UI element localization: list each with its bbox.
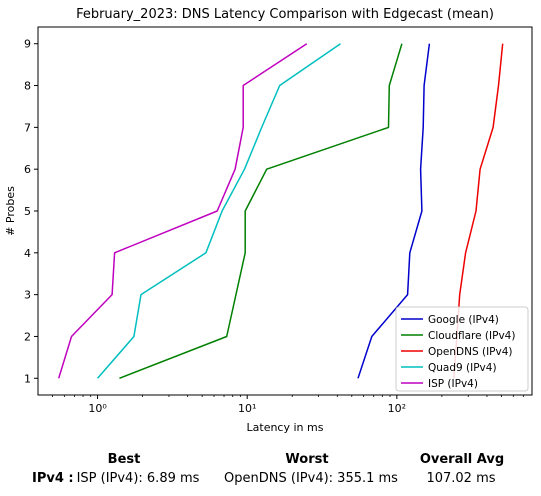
legend-label-4: ISP (IPv4) [428,378,478,390]
summary-worst-value: OpenDNS (IPv4): 355.1 ms [224,471,398,486]
latency-chart: February_2023: DNS Latency Comparison wi… [4,7,533,434]
y-tick-label: 1 [24,372,31,385]
summary-row-label-ipv4: IPv4 : [32,471,74,486]
legend-label-1: Cloudflare (IPv4) [428,330,515,342]
x-tick-label: 10⁰ [88,402,107,415]
summary-best-value: ISP (IPv4): 6.89 ms [76,471,200,486]
y-tick-label: 9 [24,38,31,51]
legend-label-2: OpenDNS (IPv4) [428,346,513,358]
chart-svg: February_2023: DNS Latency Comparison wi… [4,7,533,434]
chart-title: February_2023: DNS Latency Comparison wi… [76,7,494,22]
series-line-3 [97,43,341,379]
series-line-4 [57,43,308,379]
summary-header-worst: Worst [285,452,329,467]
legend-label-0: Google (IPv4) [428,314,499,326]
y-axis-label: # Probes [4,186,17,236]
series-line-1 [119,43,403,379]
y-tick-label: 8 [24,80,31,93]
x-axis-label: Latency in ms [247,421,324,434]
y-tick-label: 2 [24,330,31,343]
series-line-0 [357,43,431,379]
summary-header-overall: Overall Avg [419,452,505,467]
y-tick-label: 7 [24,121,31,134]
legend-box [395,306,529,392]
y-tick-label: 3 [24,289,31,302]
y-tick-label: 4 [24,247,31,260]
summary-overall-value: 107.02 ms [426,471,496,486]
y-tick-label: 6 [24,163,31,176]
y-tick-label: 5 [24,205,31,218]
x-tick-label: 10² [388,402,406,415]
summary-header-best: Best [107,452,141,467]
legend-label-3: Quad9 (IPv4) [428,362,497,374]
x-tick-label: 10¹ [238,402,256,415]
